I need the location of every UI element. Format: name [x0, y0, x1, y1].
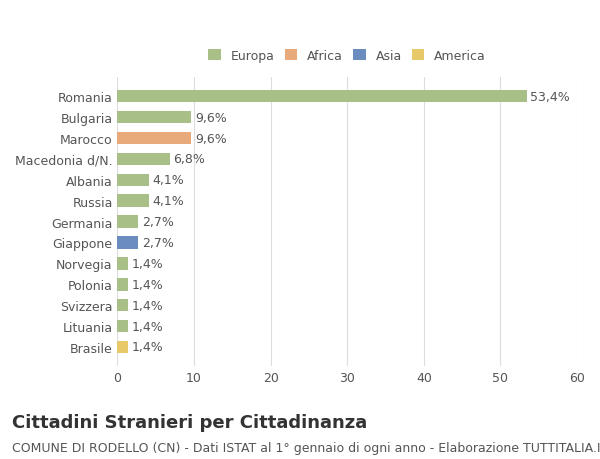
Bar [118, 153, 170, 166]
Text: 1,4%: 1,4% [132, 341, 164, 353]
Text: 2,7%: 2,7% [142, 236, 174, 249]
Bar [118, 91, 527, 103]
Text: 6,8%: 6,8% [173, 153, 205, 166]
Bar [118, 216, 138, 228]
Text: 1,4%: 1,4% [132, 257, 164, 270]
Text: Cittadini Stranieri per Cittadinanza: Cittadini Stranieri per Cittadinanza [12, 413, 367, 431]
Text: 4,1%: 4,1% [153, 174, 184, 187]
Text: 1,4%: 1,4% [132, 278, 164, 291]
Bar [118, 278, 128, 291]
Text: 1,4%: 1,4% [132, 320, 164, 333]
Text: 9,6%: 9,6% [195, 112, 227, 124]
Bar [118, 133, 191, 145]
Bar [118, 237, 138, 249]
Text: 9,6%: 9,6% [195, 132, 227, 145]
Bar [118, 112, 191, 124]
Bar [118, 257, 128, 270]
Bar [118, 299, 128, 312]
Text: 53,4%: 53,4% [530, 90, 570, 103]
Bar [118, 341, 128, 353]
Text: 2,7%: 2,7% [142, 216, 174, 229]
Text: COMUNE DI RODELLO (CN) - Dati ISTAT al 1° gennaio di ogni anno - Elaborazione TU: COMUNE DI RODELLO (CN) - Dati ISTAT al 1… [12, 441, 600, 453]
Bar [118, 195, 149, 207]
Bar [118, 174, 149, 187]
Text: 1,4%: 1,4% [132, 299, 164, 312]
Bar [118, 320, 128, 333]
Legend: Europa, Africa, Asia, America: Europa, Africa, Asia, America [205, 46, 490, 67]
Text: 4,1%: 4,1% [153, 195, 184, 208]
